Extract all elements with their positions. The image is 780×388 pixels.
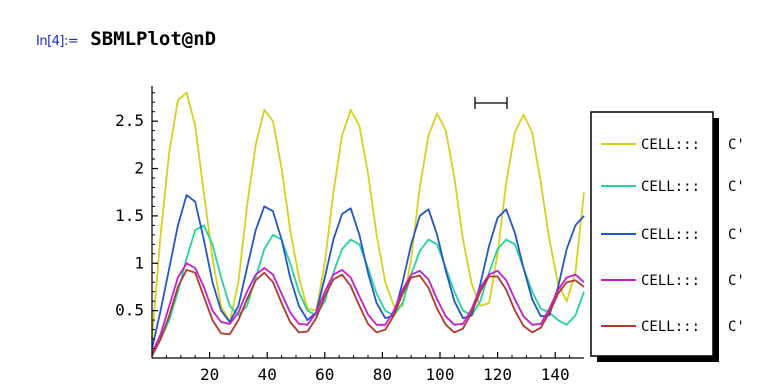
series-lines: [151, 91, 585, 357]
x-tick-label: 80: [373, 365, 392, 384]
x-tick-label: 60: [315, 365, 334, 384]
y-tick-label: 2.5: [115, 111, 144, 130]
y-tick-label: 1.5: [115, 206, 144, 225]
legend: CELL::: C'CELL::: C'CELL::: C'CELL::: C'CELL…: [590, 111, 745, 362]
legend-label-4: CELL:::: [641, 273, 700, 289]
notebook-input-line[interactable]: In[4]:= SBMLPlot@nD: [36, 28, 216, 50]
x-tick-label: 40: [258, 365, 277, 384]
legend-suffix-2: C': [728, 179, 745, 195]
series-line-5: [151, 268, 585, 357]
axes: 20 40 60 80 100 120 140 0.5 1 1.5 2 2.5: [115, 86, 584, 384]
y-tick-label: 0.5: [115, 301, 144, 320]
input-command[interactable]: SBMLPlot@nD: [90, 28, 217, 50]
x-tick-label: 100: [426, 365, 455, 384]
legend-suffix-3: C': [728, 227, 745, 243]
legend-suffix-1: C': [728, 137, 745, 153]
x-tick-label: 120: [483, 365, 512, 384]
legend-label-3: CELL:::: [641, 227, 700, 243]
y-tick-label: 2: [134, 159, 144, 178]
x-tick-label: 20: [200, 365, 219, 384]
series-line-4: [151, 262, 585, 354]
input-label: In[4]:=: [36, 34, 79, 49]
y-tick-label: 1: [134, 253, 144, 272]
series-line-1: [151, 91, 585, 340]
series-line-3: [151, 194, 585, 349]
legend-label-2: CELL:::: [641, 179, 700, 195]
legend-label-1: CELL:::: [641, 137, 700, 153]
legend-suffix-5: C': [728, 319, 745, 335]
legend-label-5: CELL:::: [641, 319, 700, 335]
series-line-2: [151, 224, 585, 354]
legend-suffix-4: C': [728, 273, 745, 289]
x-tick-label: 140: [541, 365, 570, 384]
